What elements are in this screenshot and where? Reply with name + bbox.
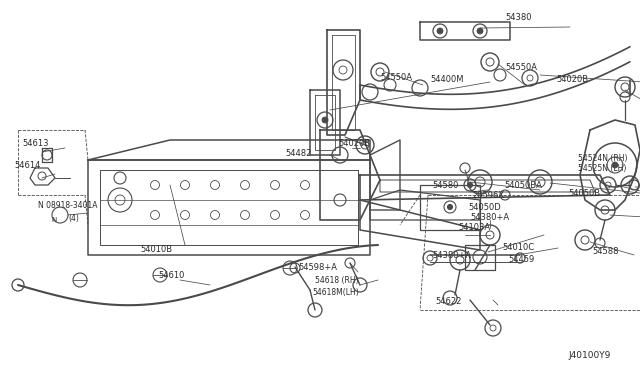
Text: 54614: 54614: [14, 160, 40, 170]
Text: 54050BA: 54050BA: [504, 180, 542, 189]
Text: 54010C: 54010C: [502, 244, 534, 253]
Text: 54459: 54459: [508, 256, 534, 264]
Text: 54622: 54622: [435, 298, 461, 307]
Text: 54598+A: 54598+A: [298, 263, 337, 273]
Text: 54550A: 54550A: [380, 73, 412, 81]
Circle shape: [477, 28, 483, 34]
Text: 20596X: 20596X: [472, 190, 504, 199]
Text: 54020B: 54020B: [338, 138, 370, 148]
Text: 54010B: 54010B: [140, 246, 172, 254]
Text: N: N: [51, 217, 56, 223]
Text: J40100Y9: J40100Y9: [568, 350, 611, 359]
Text: 54380: 54380: [505, 13, 531, 22]
Text: (4): (4): [68, 214, 79, 222]
Text: 54588: 54588: [592, 247, 618, 257]
Text: 54550A: 54550A: [505, 64, 537, 73]
Text: 54380+A: 54380+A: [432, 250, 471, 260]
Text: 54618M(LH): 54618M(LH): [312, 288, 359, 296]
Text: 54380+A: 54380+A: [470, 214, 509, 222]
Text: N 08918-3401A: N 08918-3401A: [38, 202, 97, 211]
Text: 54400M: 54400M: [430, 76, 463, 84]
Text: 54613: 54613: [22, 138, 49, 148]
Text: 54050D: 54050D: [468, 202, 500, 212]
Text: 54103A: 54103A: [458, 224, 490, 232]
Text: 54525N (LH): 54525N (LH): [578, 164, 627, 173]
Circle shape: [437, 28, 443, 34]
Text: 54580: 54580: [432, 180, 458, 189]
Text: 54610: 54610: [158, 270, 184, 279]
Circle shape: [447, 205, 452, 209]
Text: 54050B: 54050B: [568, 189, 600, 198]
Text: 54020B: 54020B: [556, 76, 588, 84]
Text: 54524N (RH): 54524N (RH): [578, 154, 627, 163]
Circle shape: [612, 162, 618, 168]
Circle shape: [322, 117, 328, 123]
Circle shape: [467, 183, 472, 187]
Text: 54618 (RH): 54618 (RH): [315, 276, 358, 285]
Text: 54482: 54482: [285, 148, 312, 157]
